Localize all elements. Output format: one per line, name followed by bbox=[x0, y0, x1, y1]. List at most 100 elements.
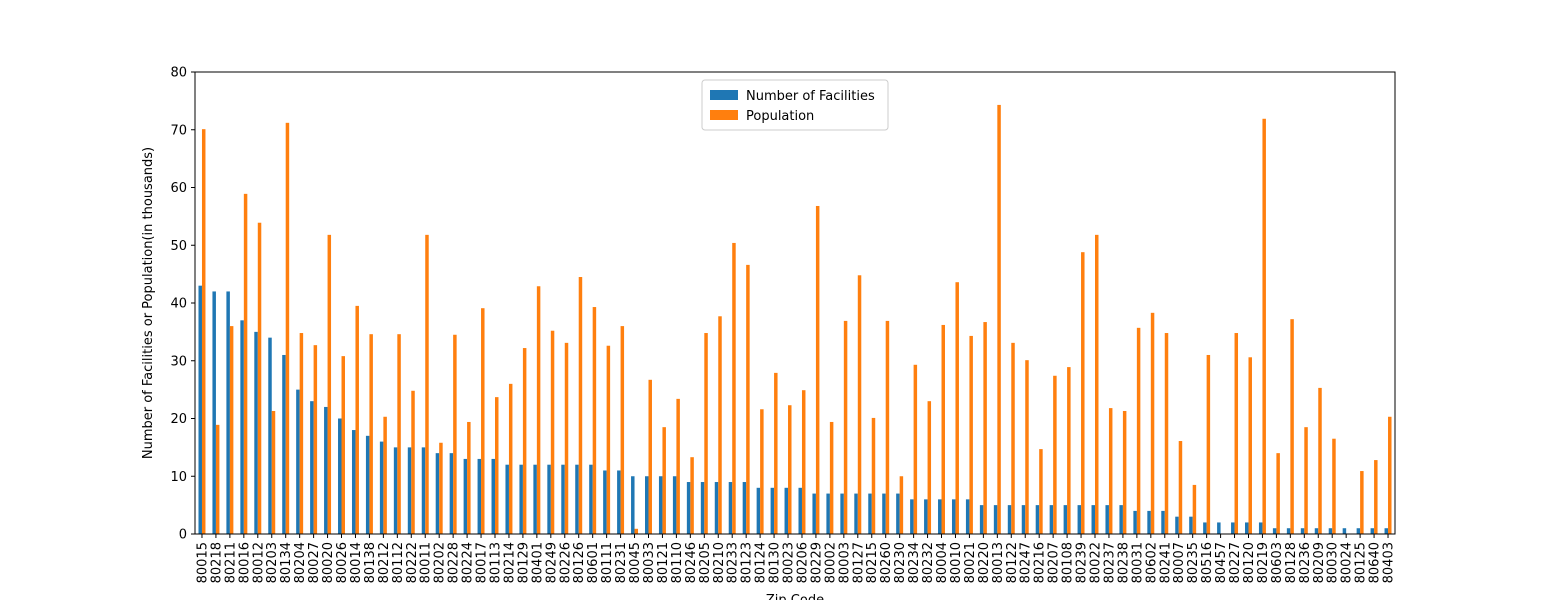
x-tick-label: 80124 bbox=[754, 542, 769, 583]
bar bbox=[453, 334, 457, 534]
x-tick-label: 80232 bbox=[921, 542, 936, 583]
bar bbox=[1081, 252, 1085, 534]
x-tick-label: 80602 bbox=[1144, 542, 1159, 583]
x-tick-label: 80007 bbox=[1172, 542, 1187, 583]
bar bbox=[411, 390, 415, 534]
x-tick-label: 80113 bbox=[489, 542, 504, 583]
bar bbox=[1304, 427, 1308, 534]
bar bbox=[714, 482, 719, 534]
x-tick-label: 80111 bbox=[600, 542, 615, 583]
bar bbox=[1234, 333, 1239, 534]
y-tick-label: 0 bbox=[179, 528, 187, 543]
bar bbox=[215, 424, 220, 534]
bar bbox=[254, 331, 258, 534]
plot-frame bbox=[194, 71, 1396, 535]
bar bbox=[854, 493, 858, 534]
x-tick-label: 80110 bbox=[670, 542, 685, 583]
bar bbox=[1067, 367, 1071, 534]
bar bbox=[603, 470, 607, 534]
bar bbox=[533, 464, 537, 534]
bar bbox=[393, 447, 398, 534]
x-tick-label: 80011 bbox=[419, 542, 434, 583]
x-tick-label: 80108 bbox=[1061, 542, 1076, 583]
x-tick-label: 80233 bbox=[726, 542, 741, 583]
x-tick-label: 80204 bbox=[293, 542, 308, 583]
bar bbox=[212, 291, 216, 534]
bar bbox=[1189, 516, 1193, 534]
x-tick-label: 80121 bbox=[656, 542, 671, 583]
bar bbox=[1314, 528, 1319, 534]
bar bbox=[201, 129, 206, 535]
bar bbox=[285, 122, 290, 534]
bar bbox=[634, 528, 639, 534]
bar bbox=[1105, 505, 1109, 534]
bar bbox=[658, 476, 663, 534]
bar bbox=[313, 345, 318, 534]
bar bbox=[536, 286, 541, 534]
x-tick-label: 80209 bbox=[1312, 542, 1327, 583]
bar bbox=[676, 398, 680, 534]
x-tick-label: 80249 bbox=[544, 542, 559, 583]
x-tick-label: 80129 bbox=[516, 542, 531, 583]
bar bbox=[481, 308, 485, 534]
x-tick-label: 80030 bbox=[1326, 542, 1341, 583]
bar bbox=[477, 458, 482, 534]
bar bbox=[268, 337, 272, 534]
bar bbox=[896, 493, 900, 534]
bar bbox=[1136, 327, 1141, 534]
bar bbox=[463, 458, 468, 534]
bar bbox=[1122, 410, 1127, 534]
x-tick-label: 80603 bbox=[1270, 542, 1285, 583]
bar bbox=[662, 427, 666, 534]
x-tick-label: 80016 bbox=[237, 542, 252, 583]
x-tick-label: 80246 bbox=[684, 542, 699, 583]
bar bbox=[1262, 118, 1266, 534]
y-tick-label: 10 bbox=[170, 470, 187, 485]
x-tick-label: 80024 bbox=[1340, 542, 1355, 583]
bar bbox=[578, 277, 583, 534]
x-tick-label: 80214 bbox=[502, 542, 517, 583]
bar bbox=[1370, 528, 1375, 534]
x-tick-label: 80224 bbox=[461, 542, 476, 583]
x-tick-label: 80234 bbox=[907, 542, 922, 583]
bar bbox=[1011, 342, 1015, 534]
bar bbox=[1231, 522, 1235, 534]
bar bbox=[1150, 312, 1155, 534]
x-tick-label: 80123 bbox=[740, 542, 755, 583]
bar bbox=[257, 222, 262, 535]
bar bbox=[1248, 357, 1252, 534]
bar bbox=[965, 499, 970, 534]
x-tick-label: 80216 bbox=[1033, 542, 1048, 583]
x-tick-label: 80014 bbox=[349, 542, 364, 583]
bar bbox=[271, 410, 276, 534]
x-tick-label: 80228 bbox=[447, 542, 462, 583]
x-tick-label: 80227 bbox=[1228, 542, 1243, 583]
x-tick-label: 80212 bbox=[377, 542, 392, 583]
x-tick-label: 80401 bbox=[530, 542, 545, 583]
bar bbox=[229, 326, 234, 534]
x-tick-label: 80017 bbox=[475, 542, 490, 583]
x-tick-label: 80130 bbox=[768, 542, 783, 583]
bar bbox=[927, 401, 932, 534]
x-tick-label: 80230 bbox=[893, 542, 908, 583]
y-tick-label: 40 bbox=[170, 297, 187, 312]
bar bbox=[1206, 354, 1211, 534]
x-tick-label: 80004 bbox=[935, 542, 950, 583]
x-tick-label: 80236 bbox=[1298, 542, 1313, 583]
legend-swatch bbox=[710, 90, 738, 100]
bar bbox=[299, 333, 304, 534]
bar bbox=[1039, 449, 1043, 534]
x-tick-label: 80202 bbox=[433, 542, 448, 583]
x-tick-label: 80210 bbox=[712, 542, 727, 583]
x-tick-label: 80128 bbox=[1284, 542, 1299, 583]
bar bbox=[756, 487, 761, 534]
x-tick-label: 80219 bbox=[1256, 542, 1271, 583]
x-tick-label: 80229 bbox=[809, 542, 824, 583]
x-tick-label: 80015 bbox=[195, 542, 210, 583]
bar bbox=[700, 482, 705, 534]
bar bbox=[913, 364, 918, 534]
bar bbox=[351, 430, 356, 534]
x-tick-label: 80238 bbox=[1116, 542, 1131, 583]
x-tick-label: 80022 bbox=[1089, 542, 1104, 583]
bar bbox=[871, 417, 876, 534]
